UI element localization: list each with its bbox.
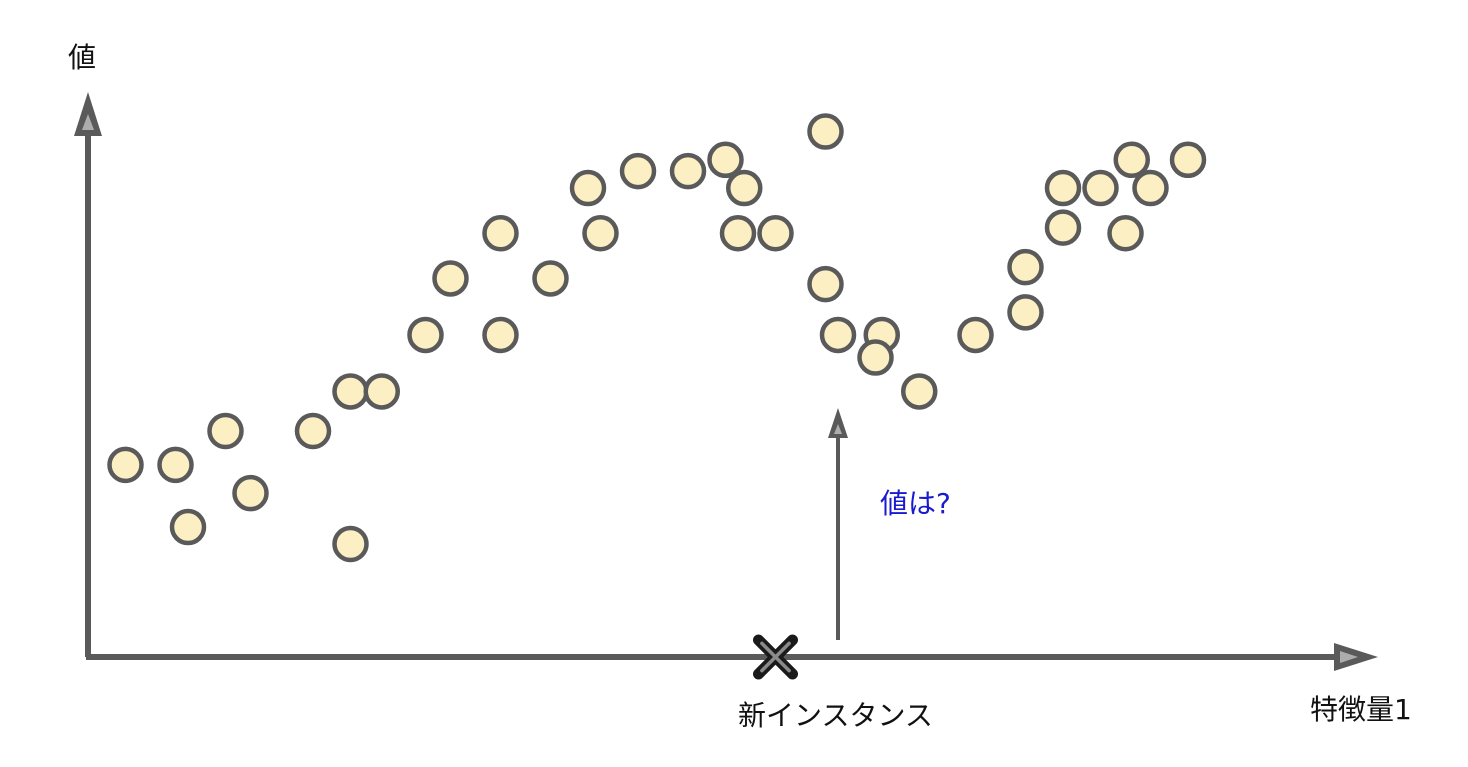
data-point [1107,215,1144,252]
data-point [669,152,707,190]
data-point [819,316,857,354]
data-point [207,412,244,450]
data-points [107,113,1207,563]
data-point [582,215,619,252]
data-point [807,265,844,303]
data-point [1044,169,1082,207]
data-point [294,412,332,450]
data-point [957,316,994,354]
query-arrow-head-inner [834,424,842,434]
data-point [1132,169,1169,207]
data-point [332,373,369,410]
data-point [1113,141,1150,179]
data-point [332,525,369,563]
y-axis-arrow-inner [82,114,94,130]
axes [74,92,1378,671]
data-point [169,508,207,546]
query-annotation [828,408,848,640]
data-point [407,316,444,354]
data-point [726,169,763,207]
data-point [157,446,194,484]
data-point [707,141,744,179]
data-point [807,113,844,150]
query-arrow-head [828,408,848,438]
new-instance-x-highlight [760,641,791,673]
data-point [1007,294,1044,331]
data-point [432,260,469,297]
data-point [1082,169,1119,207]
data-point [107,446,144,484]
data-point [569,169,607,207]
data-point [619,152,657,190]
data-point [232,474,269,512]
new-instance-marker [753,634,798,680]
x-axis-arrow-inner [1340,651,1358,663]
data-point [719,215,757,252]
new-instance-label: 新インスタンス [738,699,933,732]
data-point [857,339,894,376]
data-point [1007,248,1044,286]
x-axis-label: 特徴量1 [1310,693,1412,726]
question-label: 値は? [880,487,951,520]
data-point [363,373,400,410]
data-point [482,316,519,354]
data-point [1169,141,1207,179]
data-point [482,215,519,252]
data-point [757,215,794,252]
data-point [1044,209,1082,246]
data-point [901,373,938,410]
data-point [532,260,569,297]
y-axis-label: 値 [68,41,97,74]
